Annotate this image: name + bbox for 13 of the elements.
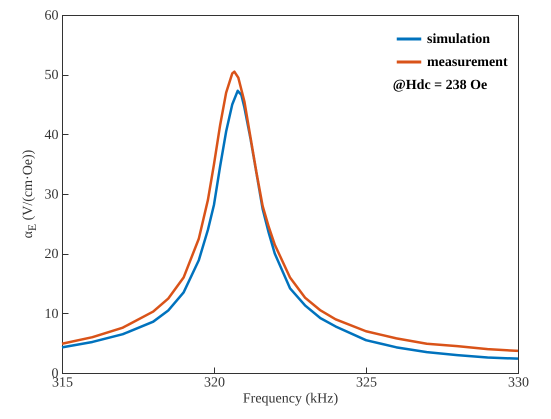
y-tick-label: 50 bbox=[44, 68, 58, 84]
y-tick-label: 30 bbox=[44, 188, 58, 202]
annotation: @Hdc = 238 Oe bbox=[392, 78, 488, 93]
y-tick-label: 60 bbox=[44, 8, 58, 24]
x-tick-label: 320 bbox=[204, 376, 225, 390]
y-tick-label: 40 bbox=[44, 128, 58, 143]
y-tick-label: 20 bbox=[44, 247, 58, 262]
y-tick-label: 10 bbox=[44, 306, 58, 322]
x-tick-label: 330 bbox=[508, 376, 529, 390]
x-axis-title: Frequency (kHz) bbox=[242, 392, 338, 406]
legend-label: simulation bbox=[427, 32, 490, 47]
legend-label: measurement bbox=[427, 55, 508, 70]
x-tick-label: 325 bbox=[356, 376, 377, 390]
